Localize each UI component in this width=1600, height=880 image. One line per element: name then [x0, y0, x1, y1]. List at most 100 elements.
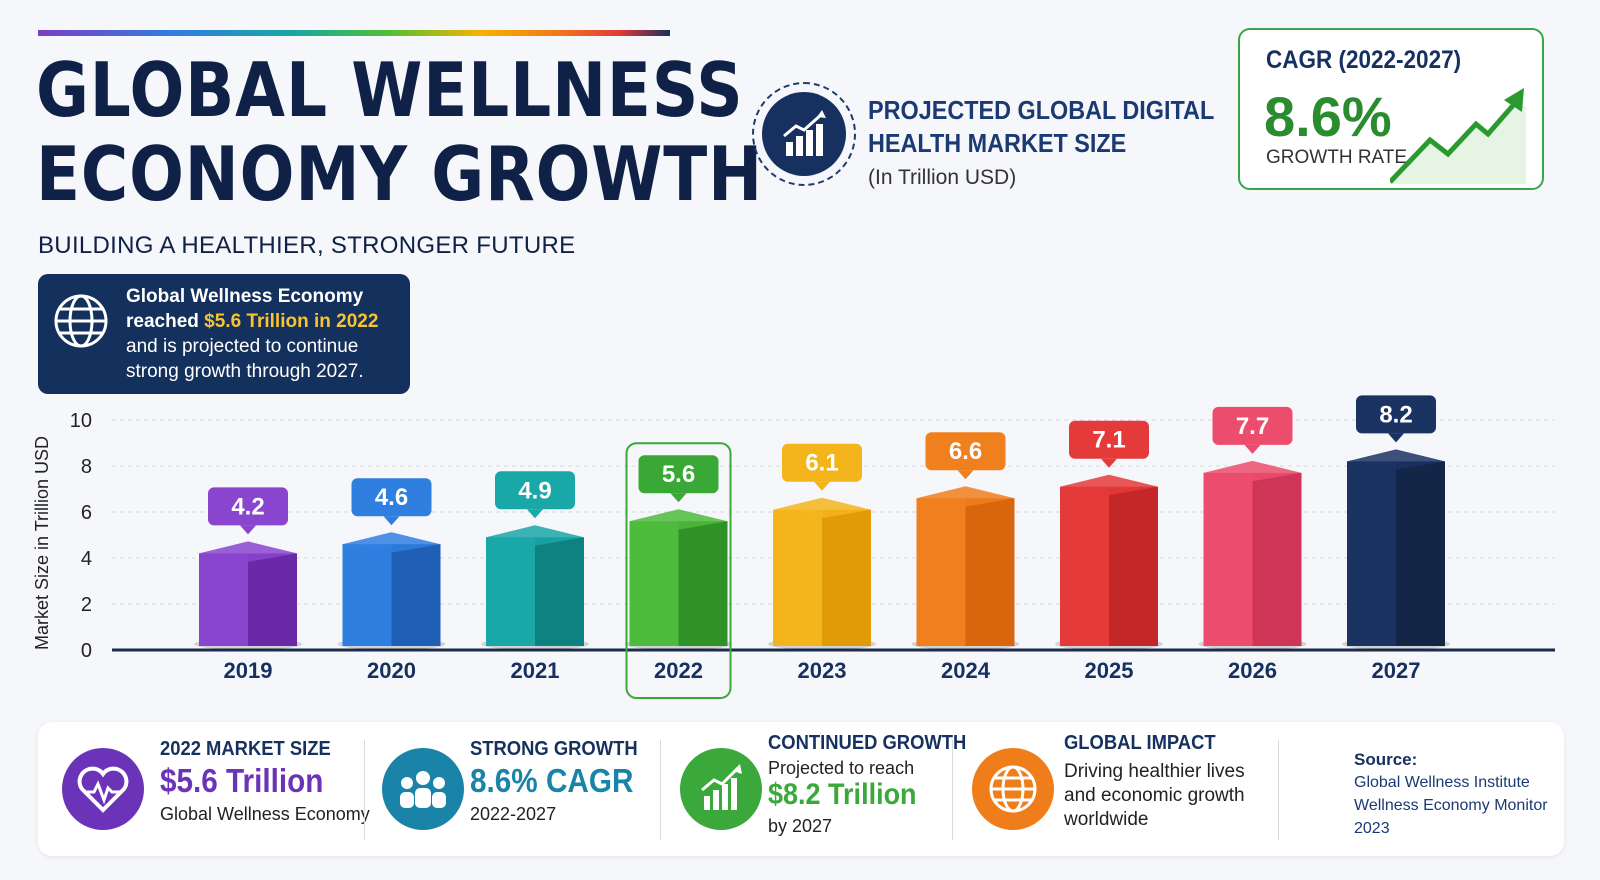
bar-top [1347, 449, 1445, 470]
x-tick-label: 2027 [1372, 658, 1421, 683]
trend-arrow-icon [1390, 88, 1526, 184]
bar-group: 6.6 [911, 432, 1020, 650]
projection-title-line-1: PROJECTED GLOBAL DIGITAL [868, 95, 1215, 125]
y-tick-label: 0 [81, 640, 92, 662]
bar-growth-icon [783, 110, 826, 156]
data-label: 5.6 [662, 461, 695, 488]
data-label: 8.2 [1379, 401, 1412, 428]
bar-group: 4.2 [194, 487, 302, 650]
bar-top [773, 497, 871, 519]
data-label: 7.7 [1236, 413, 1269, 440]
bar [342, 544, 392, 646]
bar [629, 521, 679, 646]
bar-side [822, 509, 871, 646]
bar-group: 7.7 [1198, 406, 1307, 650]
bar-top [342, 532, 441, 553]
card4-line-1: Driving healthier lives [1064, 761, 1245, 782]
globe-icon [972, 748, 1054, 830]
card3-heading: CONTINUED GROWTH [768, 732, 967, 754]
card1-heading: 2022 MARKET SIZE [160, 738, 331, 760]
y-tick-label: 4 [81, 548, 92, 570]
data-label-box [1212, 406, 1293, 445]
data-label: 6.1 [805, 450, 838, 477]
people-icon [382, 748, 464, 830]
summary-card-continued-growth: CONTINUED GROWTH Projected to reach $8.2… [656, 722, 966, 856]
data-label: 7.1 [1092, 427, 1125, 454]
data-label-box [925, 432, 1006, 471]
bar-group: 8.2 [1342, 395, 1450, 650]
cagr-rate-label: GROWTH RATE [1266, 147, 1408, 168]
x-tick-label: 2019 [224, 658, 273, 683]
y-tick-label: 8 [81, 456, 92, 478]
data-label-box [1069, 420, 1149, 459]
bar-group: 4.6 [337, 478, 446, 650]
card1-sub: Global Wellness Economy [160, 804, 370, 824]
data-label: 4.2 [231, 493, 264, 520]
summary-card-growth: STRONG GROWTH 8.6% CAGR 2022-2027 [358, 722, 658, 856]
data-label: 4.6 [375, 484, 408, 511]
bar-side [248, 553, 297, 646]
data-label: 4.9 [518, 477, 551, 504]
data-label: 6.6 [949, 438, 982, 465]
bar [1347, 461, 1396, 646]
bar [1203, 472, 1253, 646]
info-line-2-pre: reached [126, 311, 205, 332]
source-note: Source: Global Wellness Institute Wellne… [1354, 748, 1564, 840]
projection-title: PROJECTED GLOBAL DIGITAL HEALTH MARKET S… [868, 94, 1214, 160]
title-line-2: ECONOMY GROWTH [36, 130, 763, 218]
cagr-label: CAGR (2022-2027) [1266, 46, 1462, 74]
growth-chart-icon [680, 748, 762, 830]
info-line-1: Global Wellness Economy [126, 286, 364, 307]
bar [1060, 486, 1109, 646]
data-label-pointer [670, 493, 687, 503]
bar-top [916, 486, 1015, 507]
bar-side [391, 544, 441, 646]
y-tick-label: 6 [81, 502, 92, 524]
page-subtitle: BUILDING A HEALTHIER, STRONGER FUTURE [38, 232, 576, 259]
data-label-box [351, 478, 432, 517]
bar-group: 7.1 [1055, 420, 1163, 650]
info-line-3: and is projected to continue [126, 336, 359, 357]
summary-card-global-impact: GLOBAL IMPACT Driving healthier lives an… [948, 722, 1268, 856]
card3-sub: by 2027 [768, 816, 833, 836]
divider [364, 740, 365, 840]
divider [1278, 740, 1279, 840]
card4-line-3: worldwide [1064, 809, 1149, 830]
bar-side [535, 537, 584, 646]
bar-group: 4.9 [481, 471, 589, 650]
cagr-card: CAGR (2022-2027) 8.6% GROWTH RATE [1238, 28, 1544, 190]
x-tick-label: 2026 [1228, 658, 1277, 683]
data-label-box [208, 487, 288, 526]
bar-group: 6.1 [768, 443, 876, 650]
y-tick-label: 10 [70, 410, 92, 432]
bar-chart: 0 2 4 6 8 10 2019 2020 2021 2022 2023 2024 2025 2026 2… [70, 395, 1555, 700]
data-label-box [1356, 395, 1436, 434]
data-label-pointer [957, 470, 974, 480]
y-axis-title: Market Size in Trillion USD [32, 435, 52, 650]
data-label-box [782, 443, 862, 482]
summary-panel: 2022 MARKET SIZE $5.6 Trillion Global We… [38, 722, 1564, 856]
x-tick-label: 2020 [367, 658, 416, 683]
summary-card-market-size: 2022 MARKET SIZE $5.6 Trillion Global We… [38, 722, 370, 856]
bar-side [678, 521, 728, 646]
globe-icon [54, 294, 108, 348]
projection-title-line-2: HEALTH MARKET SIZE [868, 128, 1127, 158]
x-tick-label: 2023 [798, 658, 847, 683]
growth-chart-badge [752, 82, 856, 186]
bar-side [1109, 486, 1158, 646]
bar [486, 537, 535, 646]
bar-side [965, 498, 1015, 646]
card3-value: $8.2 Trillion [768, 778, 917, 811]
bar-side [1252, 472, 1302, 646]
data-label-pointer [1101, 458, 1117, 468]
bar-top [486, 525, 584, 546]
card2-value: 8.6% CAGR [470, 762, 634, 799]
highlight-frame [625, 442, 732, 700]
y-tick-label: 2 [81, 594, 92, 616]
card1-value: $5.6 Trillion [160, 762, 324, 799]
data-label-pointer [814, 481, 830, 491]
info-box: Global Wellness Economy reached $5.6 Tri… [38, 274, 410, 394]
rainbow-bar [38, 30, 670, 36]
bar-top [629, 509, 728, 530]
x-tick-label: 2022 [654, 658, 703, 683]
